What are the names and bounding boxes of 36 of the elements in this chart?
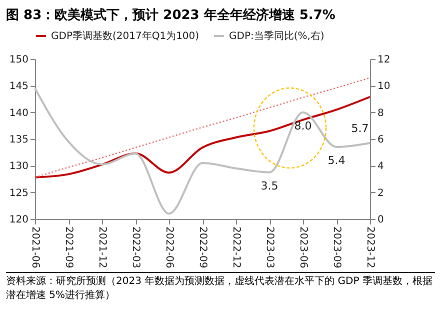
line-series (34, 96, 371, 178)
line-series (34, 77, 371, 178)
y-tick-label: 125 (9, 188, 28, 199)
data-label: 8.0 (294, 119, 312, 132)
y2-tick-label: 12 (378, 54, 390, 66)
y2-tick-label: 0 (378, 214, 384, 226)
x-tick-label: 2023-03 (264, 226, 275, 268)
legend-label: GDP季调基数(2017年Q1为100) (51, 30, 200, 42)
x-tick-label: 2023-09 (331, 226, 342, 268)
legend-label: GDP:当季同比(%,右) (229, 30, 324, 42)
y2-tick-label: 4 (378, 161, 384, 172)
text: 资料来源：研究所预测（2023 年数据为预测数据，虚线代表潜在水平下的 GDP 季调基数，根据潜在增速 5%进行推算） (6, 272, 435, 303)
x-tick-label: 2021-09 (63, 226, 74, 268)
x-tick-label: 2022-06 (164, 226, 174, 268)
x-tick-label: 2023-12 (364, 226, 376, 268)
y2-tick-label: 2 (378, 188, 384, 199)
x-tick-label: 2021-06 (30, 226, 40, 268)
x-tick-label: 2022-09 (197, 226, 208, 268)
chart-title: 图 83：欧美模式下，预计 2023 年全年经济增速 5.7% (5, 6, 336, 25)
y2-tick-label: 6 (378, 134, 384, 146)
data-label: 3.5 (260, 179, 278, 192)
y-tick-label: 145 (9, 81, 28, 92)
y2-tick-label: 10 (378, 81, 390, 92)
y-tick-label: 150 (9, 54, 28, 66)
data-label: 5.7 (351, 122, 369, 135)
y-tick-label: 130 (9, 161, 28, 172)
y2-tick-label: 8 (378, 108, 384, 119)
y-tick-label: 140 (9, 108, 28, 119)
line-series (34, 87, 371, 215)
y-tick-label: 135 (9, 134, 28, 146)
x-tick-label: 2022-03 (130, 226, 141, 268)
data-label: 5.4 (328, 154, 346, 167)
x-tick-label: 2023-06 (298, 226, 308, 268)
y-tick-label: 120 (9, 214, 28, 226)
x-tick-label: 2022-12 (230, 226, 242, 268)
x-tick-label: 2021-12 (96, 226, 108, 268)
